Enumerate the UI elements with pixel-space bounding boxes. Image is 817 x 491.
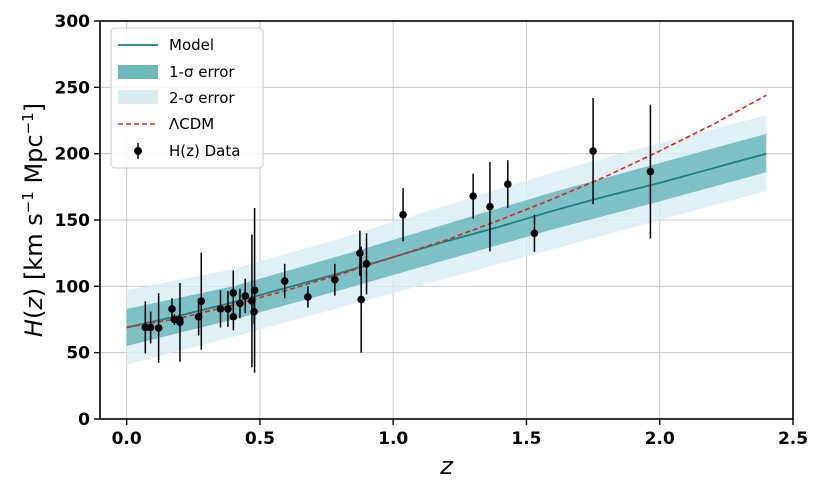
data-point: [362, 233, 371, 295]
data-point: [176, 283, 184, 362]
data-point: [304, 286, 312, 308]
y-tick-label: 200: [55, 145, 91, 165]
data-marker: [176, 318, 184, 327]
data-marker: [170, 315, 179, 324]
data-point: [229, 303, 238, 331]
data-marker: [194, 313, 203, 321]
data-points-layer: [141, 97, 655, 373]
y-tick-label: 100: [55, 277, 91, 297]
y-tick-label: 300: [55, 12, 91, 32]
y-axis-label: H(z) [km s−1 Mpc−1]: [19, 103, 48, 337]
data-marker: [280, 277, 289, 285]
data-marker: [504, 180, 512, 188]
data-point: [194, 298, 203, 336]
data-marker: [197, 297, 206, 305]
data-marker: [154, 324, 163, 332]
legend-one-sigma-label: 1-σ error: [169, 63, 235, 81]
x-tick-label: 1.5: [511, 429, 541, 449]
y-tick-label: 150: [55, 211, 91, 231]
legend-model-label: Model: [169, 36, 214, 54]
data-point: [280, 263, 289, 299]
legend-data-label: H(z) Data: [169, 142, 240, 160]
data-point: [154, 293, 163, 363]
data-marker: [362, 259, 371, 268]
data-point: [224, 290, 232, 327]
data-marker: [141, 323, 150, 332]
data-point: [589, 97, 597, 205]
data-marker: [224, 305, 232, 313]
data-point: [241, 278, 250, 313]
data-point: [331, 263, 339, 296]
x-tick-label: 0.5: [245, 429, 275, 449]
data-point: [357, 246, 366, 353]
data-point: [399, 188, 407, 242]
data-marker: [250, 286, 259, 295]
data-marker: [399, 210, 407, 219]
data-point: [504, 160, 512, 209]
data-point: [250, 208, 259, 373]
data-point: [469, 173, 477, 219]
data-point: [486, 162, 494, 252]
y-tick-label: 0: [78, 410, 90, 430]
legend-two-sigma-swatch: [118, 90, 158, 104]
ticks-layer: 0.0 0.5 1.0 1.5 2.0 2.5 0 50 100 150 200 250 300: [55, 12, 809, 449]
data-point: [146, 311, 155, 344]
legend-one-sigma-swatch: [118, 65, 158, 79]
data-marker: [469, 192, 477, 200]
data-point: [168, 298, 176, 320]
data-point: [646, 104, 655, 239]
x-tick-label: 2.5: [778, 429, 808, 449]
data-marker: [229, 313, 238, 321]
data-point: [170, 314, 179, 325]
x-tick-label: 1.0: [378, 429, 408, 449]
y-tick-label: 250: [55, 78, 91, 98]
data-marker: [241, 292, 250, 300]
data-marker: [357, 295, 366, 304]
data-marker: [229, 289, 238, 297]
x-axis-label: z: [439, 452, 454, 480]
data-marker: [304, 293, 312, 301]
x-tick-label: 2.0: [645, 429, 675, 449]
data-point: [530, 214, 539, 252]
x-tick-label: 0.0: [112, 429, 142, 449]
data-marker: [216, 305, 225, 313]
data-marker: [530, 229, 539, 238]
lcdm-line-layer: [126, 94, 767, 329]
data-marker: [486, 202, 494, 211]
legend-frame: [110, 27, 264, 169]
legend-data-marker: [134, 147, 142, 155]
legend-two-sigma-label: 2-σ error: [169, 89, 235, 107]
data-marker: [168, 305, 176, 313]
data-point: [197, 252, 206, 350]
data-point: [141, 301, 150, 354]
data-marker: [331, 275, 339, 284]
data-point: [216, 290, 225, 328]
legend-lcdm-label: ΛCDM: [169, 115, 214, 133]
data-marker: [646, 167, 655, 176]
data-marker: [589, 147, 597, 155]
data-marker: [146, 323, 155, 332]
legend: Model 1-σ error 2-σ error ΛCDM H(z) Data: [110, 27, 264, 169]
data-marker: [236, 299, 244, 308]
lcdm-line: [126, 94, 767, 329]
y-tick-label: 50: [66, 344, 90, 364]
data-marker: [356, 249, 364, 257]
data-point: [236, 288, 244, 319]
